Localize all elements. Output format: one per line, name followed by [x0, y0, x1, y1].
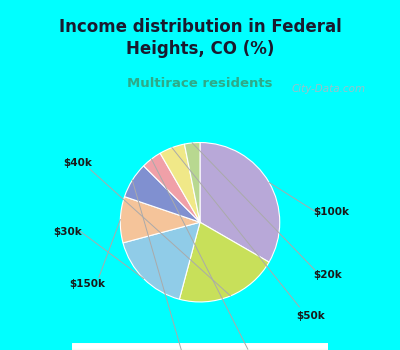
Bar [72, 346, 328, 349]
Bar [72, 344, 328, 348]
Bar [72, 346, 328, 350]
Bar [72, 345, 328, 348]
Bar [72, 344, 328, 348]
Bar [72, 346, 328, 349]
Bar [72, 347, 328, 350]
Bar [72, 344, 328, 347]
Bar [72, 344, 328, 348]
Bar [72, 344, 328, 348]
Bar [72, 344, 328, 348]
Bar [72, 345, 328, 348]
Bar [72, 344, 328, 347]
Text: $20k: $20k [313, 271, 342, 280]
Bar [72, 345, 328, 349]
Bar [72, 345, 328, 349]
Bar [72, 346, 328, 349]
Wedge shape [144, 153, 200, 222]
Bar [72, 346, 328, 349]
Bar [72, 345, 328, 349]
Bar [72, 345, 328, 348]
Wedge shape [200, 142, 280, 262]
Bar [72, 345, 328, 348]
Bar [72, 345, 328, 348]
Text: Income distribution in Federal
Heights, CO (%): Income distribution in Federal Heights, … [59, 18, 341, 58]
Bar [72, 345, 328, 348]
Bar [72, 344, 328, 347]
Bar [72, 344, 328, 348]
Bar [72, 346, 328, 349]
Bar [72, 345, 328, 348]
Bar [72, 344, 328, 348]
Bar [72, 345, 328, 349]
Bar [72, 345, 328, 349]
Bar [72, 346, 328, 349]
Wedge shape [179, 222, 269, 302]
Bar [72, 346, 328, 349]
Bar [72, 346, 328, 350]
Bar [72, 344, 328, 347]
Bar [72, 344, 328, 347]
Bar [72, 346, 328, 350]
Text: $100k: $100k [313, 207, 349, 217]
Bar [72, 345, 328, 348]
Bar [72, 344, 328, 347]
Bar [72, 345, 328, 348]
Text: $150k: $150k [70, 279, 106, 288]
Wedge shape [123, 222, 200, 299]
Bar [72, 346, 328, 349]
Bar [72, 347, 328, 350]
Bar [72, 346, 328, 349]
Bar [72, 346, 328, 349]
Bar [72, 346, 328, 350]
Bar [72, 344, 328, 347]
Bar [72, 344, 328, 347]
Bar [72, 345, 328, 349]
Bar [72, 344, 328, 348]
Bar [72, 344, 328, 348]
Bar [72, 345, 328, 349]
Bar [72, 345, 328, 348]
Bar [72, 345, 328, 348]
Wedge shape [184, 142, 200, 222]
Bar [72, 344, 328, 347]
Bar [72, 346, 328, 349]
Wedge shape [124, 166, 200, 222]
Text: $50k: $50k [296, 311, 325, 321]
Bar [72, 344, 328, 347]
Bar [72, 344, 328, 347]
Bar [72, 346, 328, 349]
Wedge shape [120, 197, 200, 243]
Text: $30k: $30k [53, 228, 82, 237]
Bar [72, 346, 328, 349]
Bar [72, 346, 328, 350]
Wedge shape [160, 144, 200, 222]
Bar [72, 346, 328, 350]
Bar [72, 346, 328, 350]
Bar [72, 346, 328, 349]
Bar [72, 345, 328, 348]
Bar [72, 346, 328, 349]
Bar [72, 344, 328, 348]
Bar [72, 345, 328, 349]
Bar [72, 347, 328, 350]
Bar [72, 346, 328, 350]
Bar [72, 346, 328, 349]
Bar [72, 344, 328, 347]
Text: City-Data.com: City-Data.com [292, 84, 366, 94]
Text: $40k: $40k [63, 158, 92, 168]
Text: Multirace residents: Multirace residents [127, 77, 273, 90]
Bar [72, 344, 328, 347]
Bar [72, 345, 328, 349]
Bar [72, 346, 328, 350]
Bar [72, 345, 328, 348]
Bar [72, 345, 328, 348]
Bar [72, 347, 328, 350]
Bar [72, 345, 328, 348]
Bar [72, 345, 328, 349]
Bar [72, 346, 328, 350]
Bar [72, 345, 328, 348]
Bar [72, 344, 328, 347]
